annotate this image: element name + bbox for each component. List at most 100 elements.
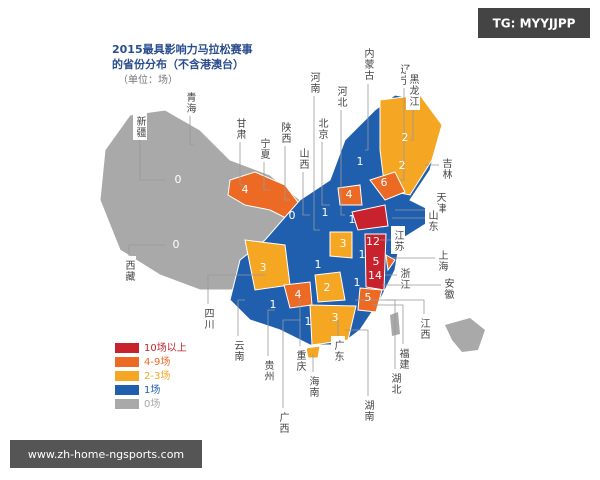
region xyxy=(445,318,485,352)
legend-swatch xyxy=(115,371,139,381)
leader-line xyxy=(282,319,300,408)
province-label: 内蒙古 xyxy=(362,47,374,81)
legend-label: 1场 xyxy=(144,383,160,396)
title: 的省份分布（不含港澳台） xyxy=(112,57,244,71)
region xyxy=(379,94,443,196)
province-label: 福建 xyxy=(397,347,409,370)
province-label: 广西 xyxy=(277,412,289,434)
title: 2015最具影响力马拉松赛事 xyxy=(112,42,253,56)
count-label: 1 xyxy=(354,276,361,289)
count-label: 0 xyxy=(173,238,180,251)
label-bg xyxy=(361,396,375,424)
label-bg xyxy=(201,304,215,332)
legend-swatch xyxy=(115,399,139,409)
province-label: 江西 xyxy=(418,318,430,340)
count-label: 3 xyxy=(332,311,339,324)
count-label: 4 xyxy=(242,183,249,196)
leader-line xyxy=(207,274,265,304)
label-bg xyxy=(306,372,320,400)
province-label: 江苏 xyxy=(392,230,404,252)
count-label: 6 xyxy=(381,176,388,189)
region xyxy=(305,345,321,359)
province-label: 陕西 xyxy=(279,121,291,144)
label-bg xyxy=(278,118,292,146)
label-bg xyxy=(231,336,245,364)
count-label: 2 xyxy=(402,131,409,144)
province-label: 云南 xyxy=(232,340,244,362)
label-bg xyxy=(293,346,307,374)
leader-line xyxy=(237,299,245,336)
province-label: 山东 xyxy=(426,210,438,232)
legend-swatch xyxy=(115,385,139,395)
province-label: 重庆 xyxy=(294,349,306,372)
province-label: 湖北 xyxy=(389,373,401,395)
province-label: 四川 xyxy=(202,308,214,330)
count-label: 0 xyxy=(175,173,182,186)
province-label: 青海 xyxy=(184,91,196,114)
count-label: 1 xyxy=(315,258,322,271)
leader-line xyxy=(345,329,369,396)
label-bg xyxy=(133,112,147,140)
label-bg xyxy=(417,314,431,342)
watermark-box xyxy=(478,8,590,38)
label-bg xyxy=(439,154,453,182)
label-bg xyxy=(257,134,271,162)
province-label: 北京 xyxy=(316,118,328,140)
count-label: 12 xyxy=(366,235,380,248)
leader-line xyxy=(267,309,275,356)
province-label: 上海 xyxy=(436,250,448,272)
count-label: 1 xyxy=(322,206,329,219)
count-label: 5 xyxy=(365,291,372,304)
label-bg xyxy=(334,82,348,110)
count-label: 4 xyxy=(295,288,302,301)
leader-line xyxy=(385,299,425,314)
province-label: 西藏 xyxy=(123,260,135,282)
count-label: 2 xyxy=(399,159,406,172)
province-label: 新疆 xyxy=(134,115,146,138)
province-label: 贵州 xyxy=(262,359,274,382)
province-label: 河南 xyxy=(308,72,320,94)
province-label: 黑龙江 xyxy=(407,74,419,107)
label-bg xyxy=(261,356,275,384)
watermark: www.zh-home-ngsports.com xyxy=(28,448,184,461)
count-label: 0 xyxy=(289,209,296,222)
province-label: 浙江 xyxy=(398,268,410,290)
label-bg xyxy=(233,114,247,142)
legend-label: 10场以上 xyxy=(144,341,187,354)
legend-swatch xyxy=(115,357,139,367)
label-bg xyxy=(331,336,345,364)
leader-line xyxy=(340,82,345,216)
legend-label: 0场 xyxy=(144,397,160,410)
region xyxy=(351,204,389,231)
province-label: 河北 xyxy=(335,86,347,108)
region xyxy=(329,231,353,259)
count-label: 3 xyxy=(340,237,347,250)
count-label: 1 xyxy=(349,213,356,226)
legend-label: 4-9场 xyxy=(144,355,170,368)
count-label: 14 xyxy=(368,269,382,282)
count-label: 5 xyxy=(373,255,380,268)
count-label: 1 xyxy=(357,155,364,168)
count-label: 1 xyxy=(305,315,312,328)
watermark: TG: MYYJJPP xyxy=(493,17,576,31)
province-label: 山西 xyxy=(297,148,309,170)
unit: （单位：场） xyxy=(118,73,178,86)
label-bg xyxy=(307,68,321,96)
label-bg xyxy=(315,114,329,142)
province-label: 海南 xyxy=(307,375,319,398)
region xyxy=(364,233,387,291)
leader-line xyxy=(312,354,314,372)
count-label: 1 xyxy=(359,248,366,261)
province-label: 安徽 xyxy=(442,277,454,300)
leader-line xyxy=(330,319,339,336)
label-bg xyxy=(361,44,375,84)
count-label: 4 xyxy=(346,188,353,201)
province-label: 宁夏 xyxy=(258,137,270,160)
label-bg xyxy=(406,70,420,110)
region xyxy=(385,254,396,272)
label-bg xyxy=(441,274,455,302)
label-bg xyxy=(391,226,405,254)
province-label: 吉林 xyxy=(440,158,452,180)
legend-swatch xyxy=(115,343,139,353)
